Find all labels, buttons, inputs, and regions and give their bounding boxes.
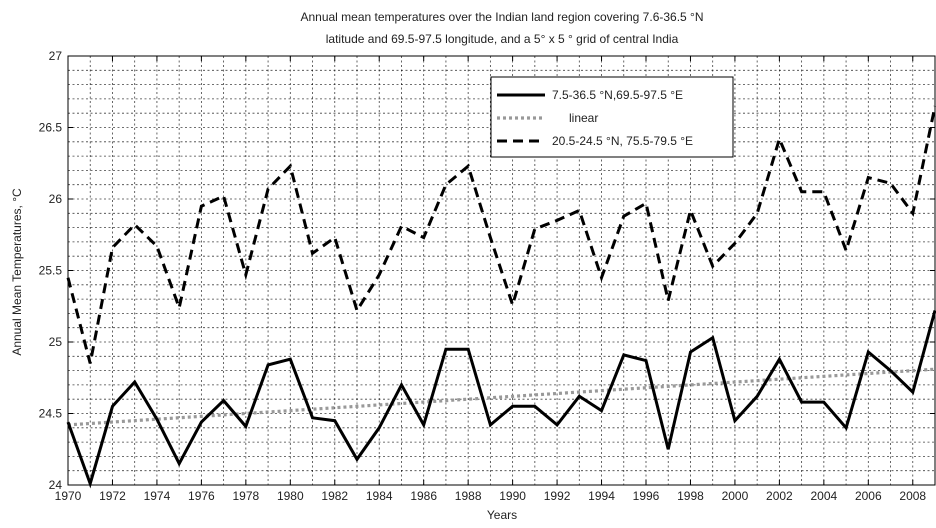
series-line-central-india: [66, 105, 936, 364]
x-tick-label: 1974: [144, 489, 171, 503]
series-line-linear-trend: [67, 367, 936, 427]
series-line-indian-land: [66, 310, 936, 489]
x-tick-label: 2000: [722, 489, 749, 503]
chart-title-line-2: latitude and 69.5-97.5 longitude, and a …: [326, 32, 679, 46]
x-tick-label: 1998: [677, 489, 704, 503]
y-tick-label: 26: [49, 192, 63, 206]
legend-label: linear: [569, 111, 598, 125]
legend-box: [490, 76, 734, 158]
x-tick-label: 1994: [588, 489, 615, 503]
y-tick-label: 25.5: [39, 264, 63, 278]
y-tick-label: 26.5: [39, 121, 63, 135]
y-tick-label: 27: [49, 49, 63, 63]
x-tick-label: 2006: [855, 489, 882, 503]
x-tick-label: 1988: [455, 489, 482, 503]
y-axis-title: Annual Mean Temperatures, °C: [10, 188, 24, 356]
axis-ticks: 1970 1972 1974 1976 1978 1980 1982 1984 1986 1988…: [39, 49, 935, 503]
x-tick-label: 1996: [633, 489, 660, 503]
chart-title-line-1: Annual mean temperatures over the Indian…: [300, 10, 703, 24]
x-tick-label: 1986: [410, 489, 437, 503]
x-tick-label: 1972: [99, 489, 126, 503]
legend: 7.5-36.5 °N,69.5-97.5 °E linear 20.5-24.5 …: [490, 76, 734, 158]
x-tick-label: 1982: [321, 489, 348, 503]
x-tick-label: 1980: [277, 489, 304, 503]
x-tick-label: 2004: [810, 489, 837, 503]
legend-label: 7.5-36.5 °N,69.5-97.5 °E: [552, 88, 683, 102]
y-tick-label: 25: [49, 335, 63, 349]
y-tick-label: 24.5: [39, 407, 63, 421]
x-tick-label: 2008: [899, 489, 926, 503]
x-tick-label: 2002: [766, 489, 793, 503]
legend-label: 20.5-24.5 °N, 75.5-79.5 °E: [552, 134, 693, 148]
x-tick-label: 1990: [499, 489, 526, 503]
y-tick-label: 24: [49, 478, 63, 492]
x-tick-label: 1978: [232, 489, 259, 503]
x-tick-label: 1992: [544, 489, 571, 503]
x-tick-label: 1984: [366, 489, 393, 503]
x-axis-title: Years: [487, 508, 517, 522]
x-tick-label: 1970: [55, 489, 82, 503]
series-lines: [66, 105, 936, 489]
x-tick-label: 1976: [188, 489, 215, 503]
